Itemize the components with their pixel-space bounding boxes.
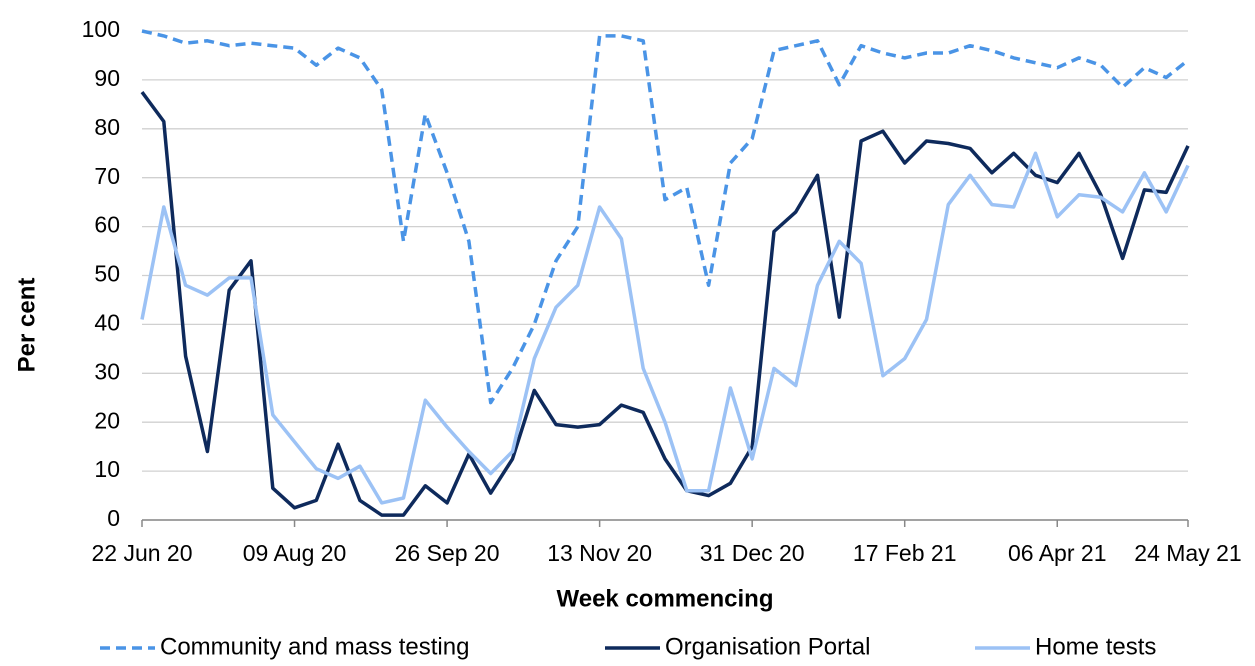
y-axis-label: Per cent (13, 278, 40, 373)
y-tick-label: 90 (94, 65, 120, 91)
x-tick-label: 17 Feb 21 (853, 540, 957, 566)
y-tick-label: 60 (94, 212, 120, 238)
legend-label: Community and mass testing (160, 633, 469, 660)
y-tick-label: 10 (94, 456, 120, 482)
y-tick-label: 80 (94, 114, 120, 140)
legend-label: Home tests (1035, 633, 1156, 660)
x-tick-label: 24 May 21 (1134, 540, 1241, 566)
x-tick-label: 26 Sep 20 (395, 540, 500, 566)
x-tick-label: 31 Dec 20 (700, 540, 805, 566)
y-tick-label: 70 (94, 163, 120, 189)
x-tick-label: 22 Jun 20 (91, 540, 192, 566)
x-tick-label: 06 Apr 21 (1008, 540, 1106, 566)
x-axis-label: Week commencing (557, 585, 774, 612)
x-tick-label: 13 Nov 20 (547, 540, 652, 566)
x-tick-label: 09 Aug 20 (243, 540, 347, 566)
y-tick-label: 0 (107, 505, 120, 531)
series-line (141, 29, 1190, 405)
series-line (140, 91, 1190, 517)
series-line (140, 151, 1190, 505)
y-tick-label: 100 (82, 16, 120, 42)
y-tick-label: 20 (94, 407, 120, 433)
y-tick-label: 40 (94, 309, 120, 335)
y-tick-label: 30 (94, 358, 120, 384)
legend-label: Organisation Portal (665, 633, 870, 660)
y-tick-label: 50 (94, 261, 120, 287)
